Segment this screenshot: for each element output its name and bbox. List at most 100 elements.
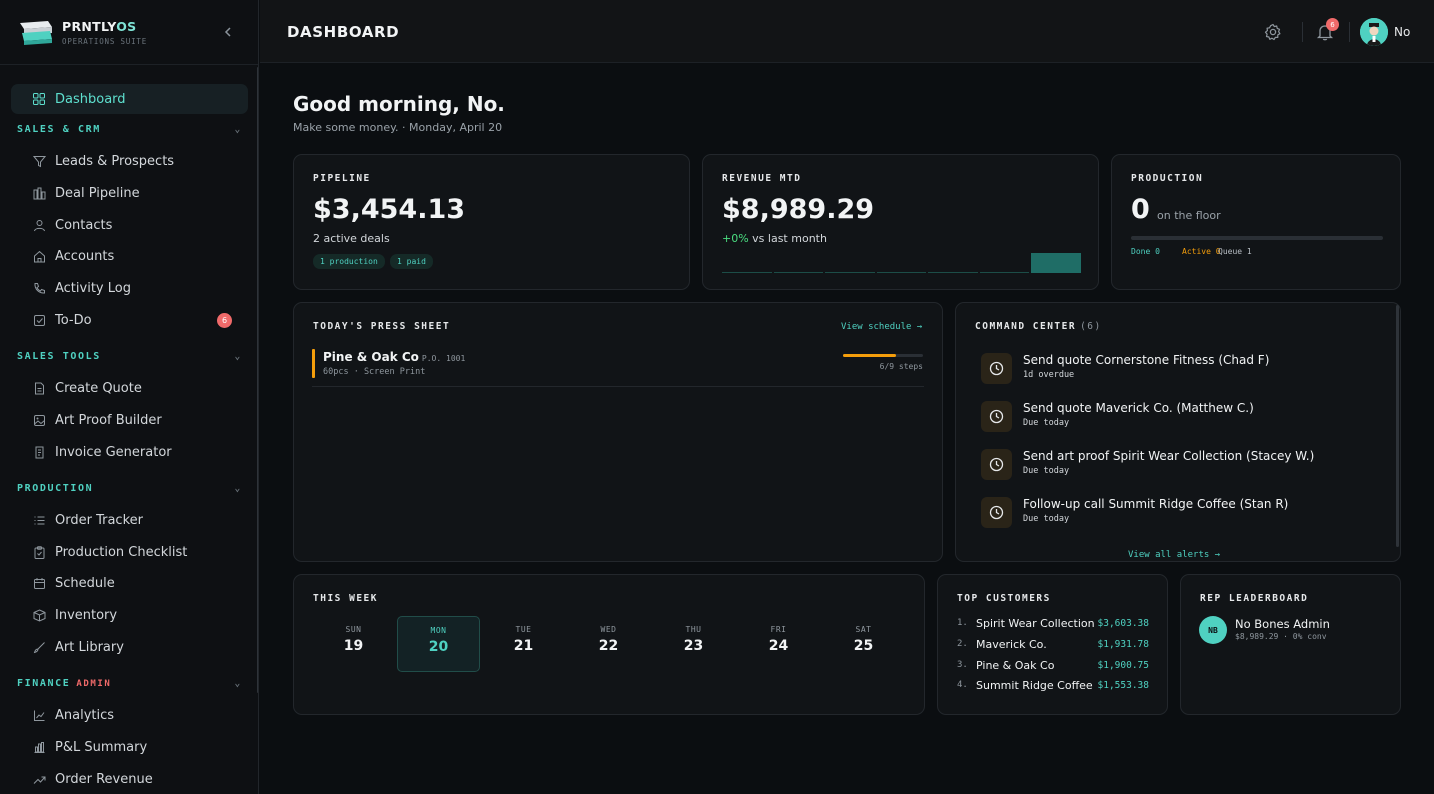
alert-title: Send quote Maverick Co. (Matthew C.) xyxy=(1023,401,1254,415)
view-all-alerts-link[interactable]: View all alerts → xyxy=(1128,550,1221,560)
pipeline-card[interactable]: PIPELINE $3,454.13 2 active deals 1 prod… xyxy=(293,154,690,290)
sidebar-item-pl-summary[interactable]: P&L Summary xyxy=(11,732,248,762)
alert-due: Due today xyxy=(1023,466,1070,476)
customer-row[interactable]: 1. Spirit Wear Collection $3,603.38 xyxy=(957,617,1149,630)
checkbox-icon xyxy=(32,313,46,327)
job-progress-fill xyxy=(843,354,897,357)
alert-item[interactable]: Send art proof Spirit Wear Collection (S… xyxy=(981,447,1381,487)
sidebar-item-label: Production Checklist xyxy=(55,544,188,560)
greeting-subtitle: Make some money. · Monday, April 20 xyxy=(293,121,503,134)
day-sat[interactable]: SAT 25 xyxy=(853,625,874,654)
alert-count: (6) xyxy=(1080,321,1102,332)
notifications-button[interactable]: 6 xyxy=(1315,18,1339,42)
command-center-card: COMMAND CENTER (6) Send quote Cornerstone… xyxy=(955,302,1401,562)
sidebar-item-label: Dashboard xyxy=(55,91,126,107)
sidebar-item-contacts[interactable]: Contacts xyxy=(11,210,248,240)
top-customers-card: TOP CUSTOMERS 1. Spirit Wear Collection $3… xyxy=(937,574,1168,715)
customer-row[interactable]: 3. Pine & Oak Co $1,900.75 xyxy=(957,659,1149,672)
day-mon[interactable]: MON 20 xyxy=(397,616,480,672)
section-sales-crm[interactable]: SALES & CRM ⌄ xyxy=(17,124,242,135)
rep-name[interactable]: No Bones Admin xyxy=(1235,617,1330,631)
sidebar-item-analytics[interactable]: Analytics xyxy=(11,700,248,730)
header-divider xyxy=(1302,22,1303,42)
home-icon xyxy=(32,249,46,263)
pipeline-value: $3,454.13 xyxy=(313,194,466,225)
logo-icon xyxy=(20,21,52,45)
customer-row[interactable]: 2. Maverick Co. $1,931.78 xyxy=(957,638,1149,651)
job-progress-bar xyxy=(843,354,923,357)
header-divider xyxy=(1349,22,1350,42)
line-chart-icon xyxy=(32,708,46,722)
day-tue[interactable]: TUE 21 xyxy=(513,625,534,654)
chevron-down-icon: ⌄ xyxy=(234,678,242,689)
alert-item[interactable]: Send quote Cornerstone Fitness (Chad F) … xyxy=(981,351,1381,391)
view-schedule-link[interactable]: View schedule → xyxy=(841,322,923,332)
sidebar-item-schedule[interactable]: Schedule xyxy=(11,568,248,598)
day-fri[interactable]: FRI 24 xyxy=(768,625,789,654)
sparkline-bar xyxy=(773,272,824,273)
card-label: THIS WEEK xyxy=(313,593,378,604)
sidebar-item-label: Analytics xyxy=(55,707,115,723)
sidebar-item-label: Order Revenue xyxy=(55,771,153,787)
card-label: COMMAND CENTER (6) xyxy=(975,321,1102,332)
day-sun[interactable]: SUN 19 xyxy=(343,625,364,654)
job-meta: 60pcs · Screen Print xyxy=(323,367,426,377)
sidebar-item-label: To-Do xyxy=(55,312,92,328)
active-count: Active 0 xyxy=(1182,247,1221,256)
production-card[interactable]: PRODUCTION 0 on the floor Done 0 Active … xyxy=(1111,154,1401,290)
trend-icon xyxy=(32,772,46,786)
sidebar-item-leads[interactable]: Leads & Prospects xyxy=(11,146,248,176)
section-production[interactable]: PRODUCTION ⌄ xyxy=(17,483,242,494)
avatar[interactable] xyxy=(1360,18,1388,46)
day-wed[interactable]: WED 22 xyxy=(598,625,619,654)
chevron-down-icon: ⌄ xyxy=(234,351,242,362)
sidebar-item-art-library[interactable]: Art Library xyxy=(11,632,248,662)
collapse-sidebar-button[interactable] xyxy=(220,24,236,40)
alert-title: Send quote Cornerstone Fitness (Chad F) xyxy=(1023,353,1270,367)
alert-item[interactable]: Follow-up call Summit Ridge Coffee (Stan… xyxy=(981,495,1381,535)
sidebar-scrollbar[interactable] xyxy=(257,67,258,693)
card-label: TODAY'S PRESS SHEET xyxy=(313,321,451,332)
page-title: DASHBOARD xyxy=(287,23,400,41)
sidebar-item-activity-log[interactable]: Activity Log xyxy=(11,273,248,303)
command-center-scrollbar[interactable] xyxy=(1396,305,1399,547)
rep-leaderboard-card: REP LEADERBOARD NB No Bones Admin $8,989… xyxy=(1180,574,1401,715)
sidebar-item-todo[interactable]: To-Do 6 xyxy=(11,305,248,335)
list-icon xyxy=(32,513,46,527)
revenue-sparkline xyxy=(722,253,1081,273)
sidebar: PRNTLYOS OPERATIONS SUITE Dashboard SALE… xyxy=(0,0,259,794)
user-name[interactable]: No xyxy=(1394,25,1411,39)
card-label: PRODUCTION xyxy=(1131,173,1204,184)
sidebar-item-dashboard[interactable]: Dashboard xyxy=(11,84,248,114)
admin-tag: ADMIN xyxy=(76,679,112,689)
alert-item[interactable]: Send quote Maverick Co. (Matthew C.) Due… xyxy=(981,399,1381,439)
bell-icon xyxy=(1316,25,1334,41)
section-sales-tools[interactable]: SALES TOOLS ⌄ xyxy=(17,351,242,362)
sidebar-item-production-checklist[interactable]: Production Checklist xyxy=(11,537,248,567)
image-icon xyxy=(32,413,46,427)
press-job-row[interactable]: Pine & Oak Co P.O. 1001 60pcs · Screen Pr… xyxy=(312,349,924,387)
sidebar-item-deal-pipeline[interactable]: Deal Pipeline xyxy=(11,178,248,208)
revenue-value: $8,989.29 xyxy=(722,194,875,225)
clock-icon xyxy=(981,401,1012,432)
sidebar-item-accounts[interactable]: Accounts xyxy=(11,241,248,271)
customer-row[interactable]: 4. Summit Ridge Coffee $1,553.38 xyxy=(957,679,1149,692)
sidebar-item-order-tracker[interactable]: Order Tracker xyxy=(11,505,248,535)
sidebar-item-invoice-generator[interactable]: Invoice Generator xyxy=(11,437,248,467)
revenue-card[interactable]: REVENUE MTD $8,989.29 +0% vs last month xyxy=(702,154,1099,290)
sidebar-item-label: Accounts xyxy=(55,248,115,264)
sidebar-item-art-proof-builder[interactable]: Art Proof Builder xyxy=(11,405,248,435)
card-label: TOP CUSTOMERS xyxy=(957,593,1051,604)
day-thu[interactable]: THU 23 xyxy=(683,625,704,654)
sidebar-item-order-revenue[interactable]: Order Revenue xyxy=(11,764,248,794)
sidebar-item-label: Contacts xyxy=(55,217,113,233)
sidebar-item-label: Invoice Generator xyxy=(55,444,172,460)
sidebar-item-inventory[interactable]: Inventory xyxy=(11,600,248,630)
settings-button[interactable] xyxy=(1263,22,1283,42)
section-finance[interactable]: FINANCE ADMIN ⌄ xyxy=(17,678,242,689)
queue-count: Queue 1 xyxy=(1218,247,1252,256)
sparkline-bar xyxy=(979,272,1030,273)
sidebar-item-create-quote[interactable]: Create Quote xyxy=(11,373,248,403)
job-name: Pine & Oak Co P.O. 1001 xyxy=(323,350,466,364)
clock-icon xyxy=(981,497,1012,528)
